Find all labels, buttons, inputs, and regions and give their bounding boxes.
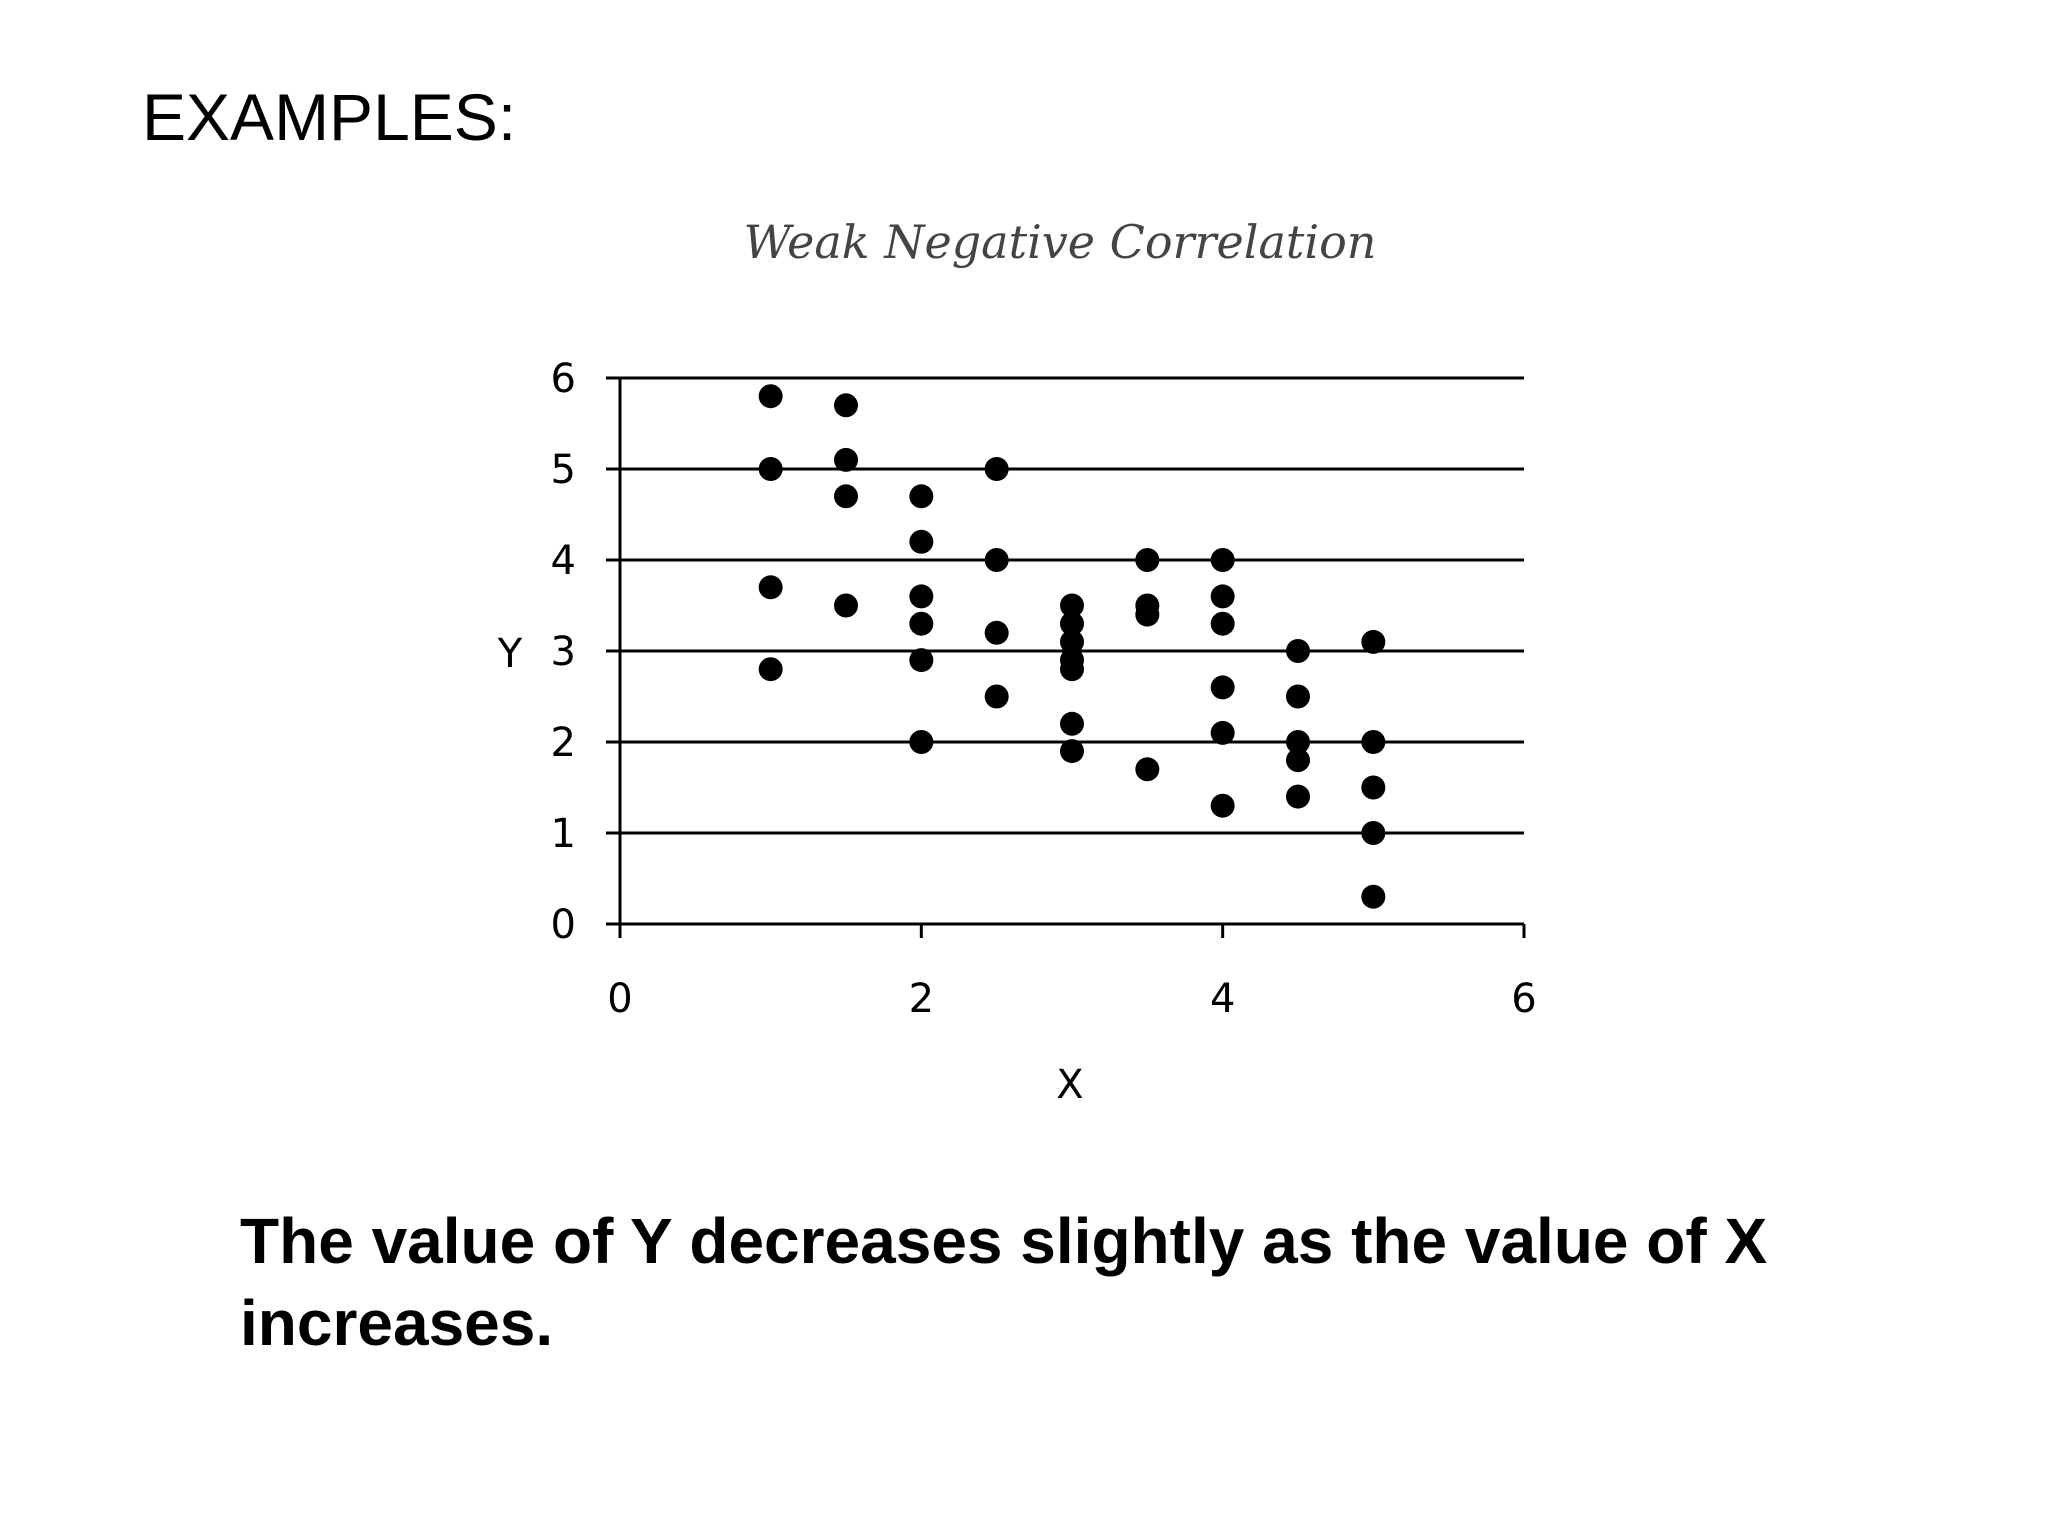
x-tick-label: 0 — [607, 976, 632, 1022]
scatter-point — [909, 648, 934, 673]
x-tick-labels: 0 2 4 6 — [607, 976, 1536, 1022]
scatter-point — [984, 684, 1009, 709]
scatter-point — [1210, 793, 1235, 818]
scatter-point — [909, 584, 934, 609]
scatter-point — [1286, 748, 1310, 773]
scatter-point — [1361, 821, 1386, 845]
scatter-point — [1060, 711, 1084, 736]
scatter-point — [1286, 730, 1310, 754]
scatter-point — [758, 575, 783, 600]
scatter-point — [1135, 757, 1160, 782]
scatter-point — [1210, 675, 1235, 700]
scatter-point — [909, 529, 934, 554]
scatter-point — [834, 447, 858, 472]
y-tick-label: 0 — [551, 902, 576, 948]
scatter-point — [1060, 739, 1084, 764]
scatter-point — [909, 730, 934, 754]
scatter-point — [758, 384, 783, 409]
y-tick-label: 3 — [551, 629, 576, 675]
scatter-point — [1210, 611, 1235, 636]
scatter-point — [1060, 611, 1084, 636]
scatter-chart: Weak Negative Correlation 0 1 2 3 4 5 6 0 2 4 6 X… — [497, 215, 1537, 1108]
y-tick-label: 1 — [551, 811, 576, 857]
scatter-point — [1286, 784, 1310, 809]
x-tick-label: 6 — [1511, 976, 1536, 1022]
slide-heading: EXAMPLES: — [142, 80, 517, 154]
scatter-point — [984, 548, 1009, 572]
scatter-point — [1286, 684, 1310, 709]
scatter-point — [1361, 629, 1386, 654]
caption: The value of Y decreases slightly as the… — [240, 1205, 1768, 1359]
scatter-point — [834, 484, 858, 509]
y-tick-label: 5 — [551, 447, 576, 493]
scatter-point — [909, 611, 934, 636]
scatter-point — [909, 484, 934, 509]
scatter-point — [1210, 548, 1235, 572]
scatter-point — [758, 657, 783, 682]
scatter-point — [1210, 720, 1235, 745]
y-tick-label: 4 — [551, 538, 576, 584]
data-points — [758, 384, 1386, 909]
y-axis-label: Y — [497, 631, 523, 677]
y-tick-label: 6 — [551, 356, 576, 402]
y-tick-labels: 0 1 2 3 4 5 6 — [551, 356, 576, 948]
scatter-point — [1135, 548, 1160, 572]
y-tick-label: 2 — [551, 720, 576, 766]
scatter-point — [758, 457, 783, 481]
scatter-point — [984, 457, 1009, 481]
scatter-point — [834, 393, 858, 418]
scatter-point — [1361, 884, 1386, 909]
scatter-point — [984, 620, 1009, 645]
scatter-point — [1210, 584, 1235, 609]
scatter-point — [1060, 629, 1084, 654]
scatter-point — [1361, 730, 1386, 754]
axes — [618, 378, 1526, 938]
scatter-point — [1060, 593, 1084, 618]
x-tick-label: 2 — [909, 976, 934, 1022]
scatter-point — [1286, 639, 1310, 663]
scatter-point — [1361, 775, 1386, 800]
scatter-point — [1135, 602, 1160, 627]
scatter-point — [834, 593, 858, 618]
x-axis-label: X — [1056, 1062, 1083, 1108]
scatter-point — [1060, 657, 1084, 682]
x-tick-label: 4 — [1210, 976, 1235, 1022]
chart-title: Weak Negative Correlation — [744, 215, 1377, 269]
